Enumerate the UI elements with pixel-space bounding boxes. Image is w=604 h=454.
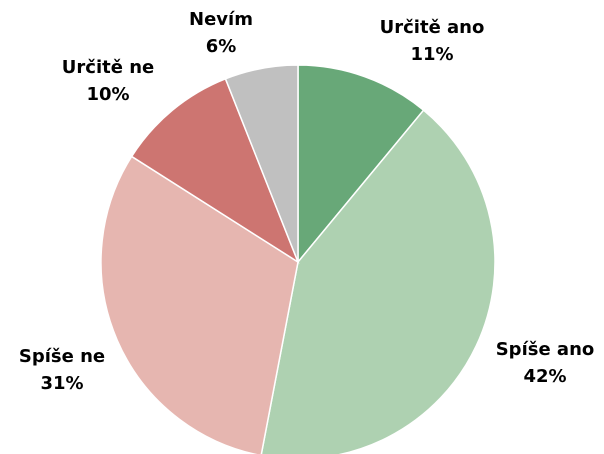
pie-slice xyxy=(130,77,300,264)
slice-value-label: 6% xyxy=(206,36,237,57)
slice-value-label: 11% xyxy=(410,44,453,65)
slice-label: Spíše ne xyxy=(19,346,105,367)
pie-slice xyxy=(297,64,425,265)
slice-value-label: 10% xyxy=(86,84,129,105)
slice-label: Určitě ne xyxy=(62,57,154,78)
pie-slice xyxy=(260,109,496,454)
pie-slice xyxy=(224,64,299,263)
slice-value-label: 31% xyxy=(40,373,83,394)
slice-label: Určitě ano xyxy=(380,17,485,38)
slice-label: Spíše ano xyxy=(496,339,595,360)
slice-label: Nevím xyxy=(189,9,253,30)
slice-value-label: 42% xyxy=(523,366,566,387)
